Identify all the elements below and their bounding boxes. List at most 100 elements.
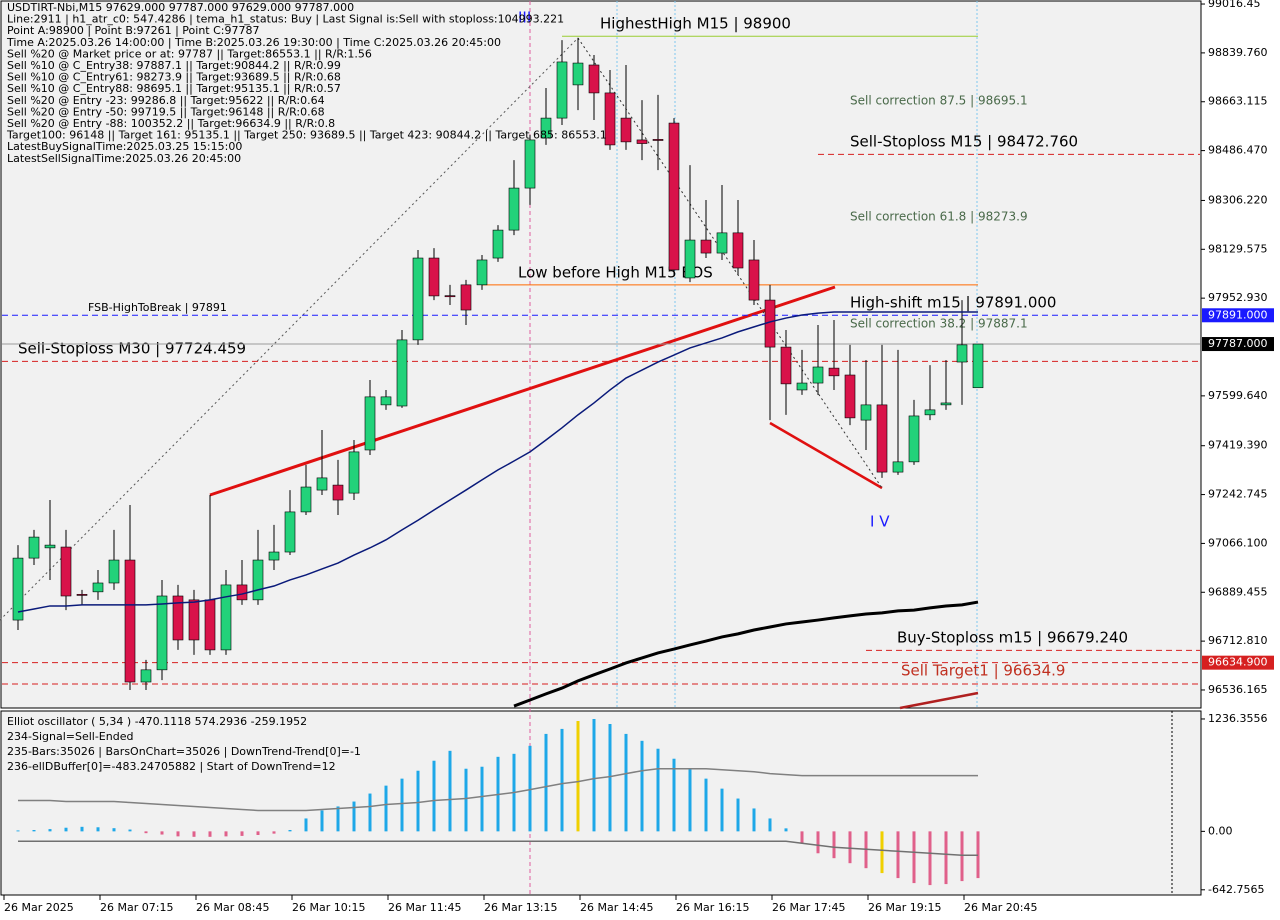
candle-body (124, 559, 136, 683)
oscillator-bar (304, 818, 308, 832)
candle-body (812, 366, 824, 384)
candle-body (956, 344, 968, 363)
candle-body (44, 544, 56, 549)
candle-body (444, 295, 456, 298)
indicator-line (17, 311, 978, 613)
candle-body (12, 557, 24, 621)
candle-body (492, 229, 504, 259)
trend-line (769, 421, 883, 490)
oscillator-panel (0, 710, 1202, 896)
annotation: HighestHigh M15 | 98900 (600, 15, 791, 33)
x-tick-label: 26 Mar 16:15 (676, 901, 749, 914)
x-tick-label: 26 Mar 07:15 (100, 901, 173, 914)
oscillator-bar (48, 829, 52, 832)
candle-body (732, 232, 744, 269)
oscillator-bar (320, 810, 324, 832)
annotation: Sell correction 38.2 | 97887.1 (850, 317, 1028, 331)
header-line: Sell %20 @ Market price or at: 97787 || … (7, 47, 372, 60)
y-tick-label: 1236.3556 (1208, 712, 1268, 725)
oscillator-bar (336, 806, 340, 832)
oscillator-bar (96, 827, 100, 832)
y-tick-label: 98663.115 (1208, 95, 1268, 108)
candle-body (796, 382, 808, 391)
x-tick-label: 26 Mar 11:45 (388, 901, 461, 914)
candle-body (604, 92, 616, 146)
candle-body (828, 367, 840, 377)
oscillator-bar (176, 831, 180, 837)
y-tick-label: 98486.470 (1208, 144, 1268, 157)
y-tick-label: 98306.220 (1208, 193, 1268, 206)
oscillator-bar (688, 768, 692, 832)
y-tick-label: 97242.745 (1208, 488, 1268, 501)
dotted-line (577, 37, 883, 489)
header-line: LatestSellSignalTime:2025.03.26 20:45:00 (7, 152, 241, 165)
oscillator-bar (400, 778, 404, 832)
oscillator-bar (192, 831, 196, 837)
candle-body (860, 404, 872, 421)
oscillator-bar (736, 798, 740, 832)
x-tick-label: 26 Mar 08:45 (196, 901, 269, 914)
candle-body (924, 409, 936, 416)
candle-body (28, 536, 40, 559)
y-tick-label: 96536.165 (1208, 683, 1268, 696)
oscillator-bar (672, 758, 676, 832)
y-tick-label: 97066.100 (1208, 536, 1268, 549)
candle-body (556, 61, 568, 119)
header-line: Point A:98900 | Point B:97261 | Point C:… (7, 24, 259, 37)
annotation: Sell correction 61.8 | 98273.9 (850, 210, 1028, 224)
annotation: Sell-Stoploss M30 | 97724.459 (18, 340, 246, 358)
candle-body (348, 451, 360, 494)
indicator-line (18, 840, 978, 857)
annotation: Low before High M15 BOS (518, 264, 713, 282)
trend-line (899, 691, 979, 710)
oscillator-bar (464, 768, 468, 832)
oscillator-bar (592, 719, 596, 832)
candle-body (252, 559, 264, 601)
candle-body (620, 117, 632, 143)
oscillator-bar (64, 827, 68, 832)
price-box-label: 96634.900 (1208, 656, 1268, 669)
candle-body (508, 187, 520, 231)
price-box (1202, 655, 1274, 670)
header-line: Elliot oscillator ( 5,34 ) -470.1118 574… (7, 715, 307, 728)
y-tick-label: 97419.390 (1208, 439, 1268, 452)
candle-body (140, 669, 152, 683)
indicator-line (513, 600, 979, 708)
candle-body (172, 595, 184, 641)
header-line: Line:2911 | h1_atr_c0: 547.4286 | tema_h… (7, 13, 564, 26)
candle-body (428, 257, 440, 297)
oscillator-bar (640, 740, 644, 832)
header-line: Sell %20 @ Entry -50: 99719.5 || Target:… (7, 105, 325, 118)
oscillator-bar (880, 831, 884, 874)
oscillator-bar (112, 828, 116, 832)
oscillator-bar (816, 831, 820, 854)
candle-body (636, 139, 648, 144)
oscillator-bar (784, 828, 788, 832)
oscillator-bar (256, 831, 260, 835)
trend-line (209, 285, 836, 497)
candle-body (940, 402, 952, 406)
candle-body (588, 64, 600, 94)
candle-body (524, 139, 536, 189)
oscillator-bar (608, 724, 612, 832)
oscillator-bar (832, 831, 836, 859)
candle-body (684, 239, 696, 279)
oscillator-bar (528, 745, 532, 832)
candle-body (332, 484, 344, 501)
candle-body (300, 486, 312, 513)
header-line: Sell %10 @ C_Entry88: 98695.1 || Target:… (7, 82, 341, 95)
candle-body (412, 257, 424, 341)
candle-body (396, 339, 408, 407)
oscillator-bar (384, 785, 388, 832)
oscillator-bar (432, 760, 436, 832)
annotation: Sell Target1 | 96634.9 (901, 662, 1065, 680)
price-box (1202, 337, 1274, 352)
y-tick-label: 0.00 (1208, 824, 1233, 837)
candle-body (188, 599, 200, 641)
price-box-label: 97787.000 (1208, 337, 1268, 350)
oscillator-bar (32, 830, 36, 832)
price-box-label: 97891.000 (1208, 308, 1268, 321)
candle-body (476, 259, 488, 286)
oscillator-bar (544, 733, 548, 832)
wave-label: I V (870, 513, 890, 531)
